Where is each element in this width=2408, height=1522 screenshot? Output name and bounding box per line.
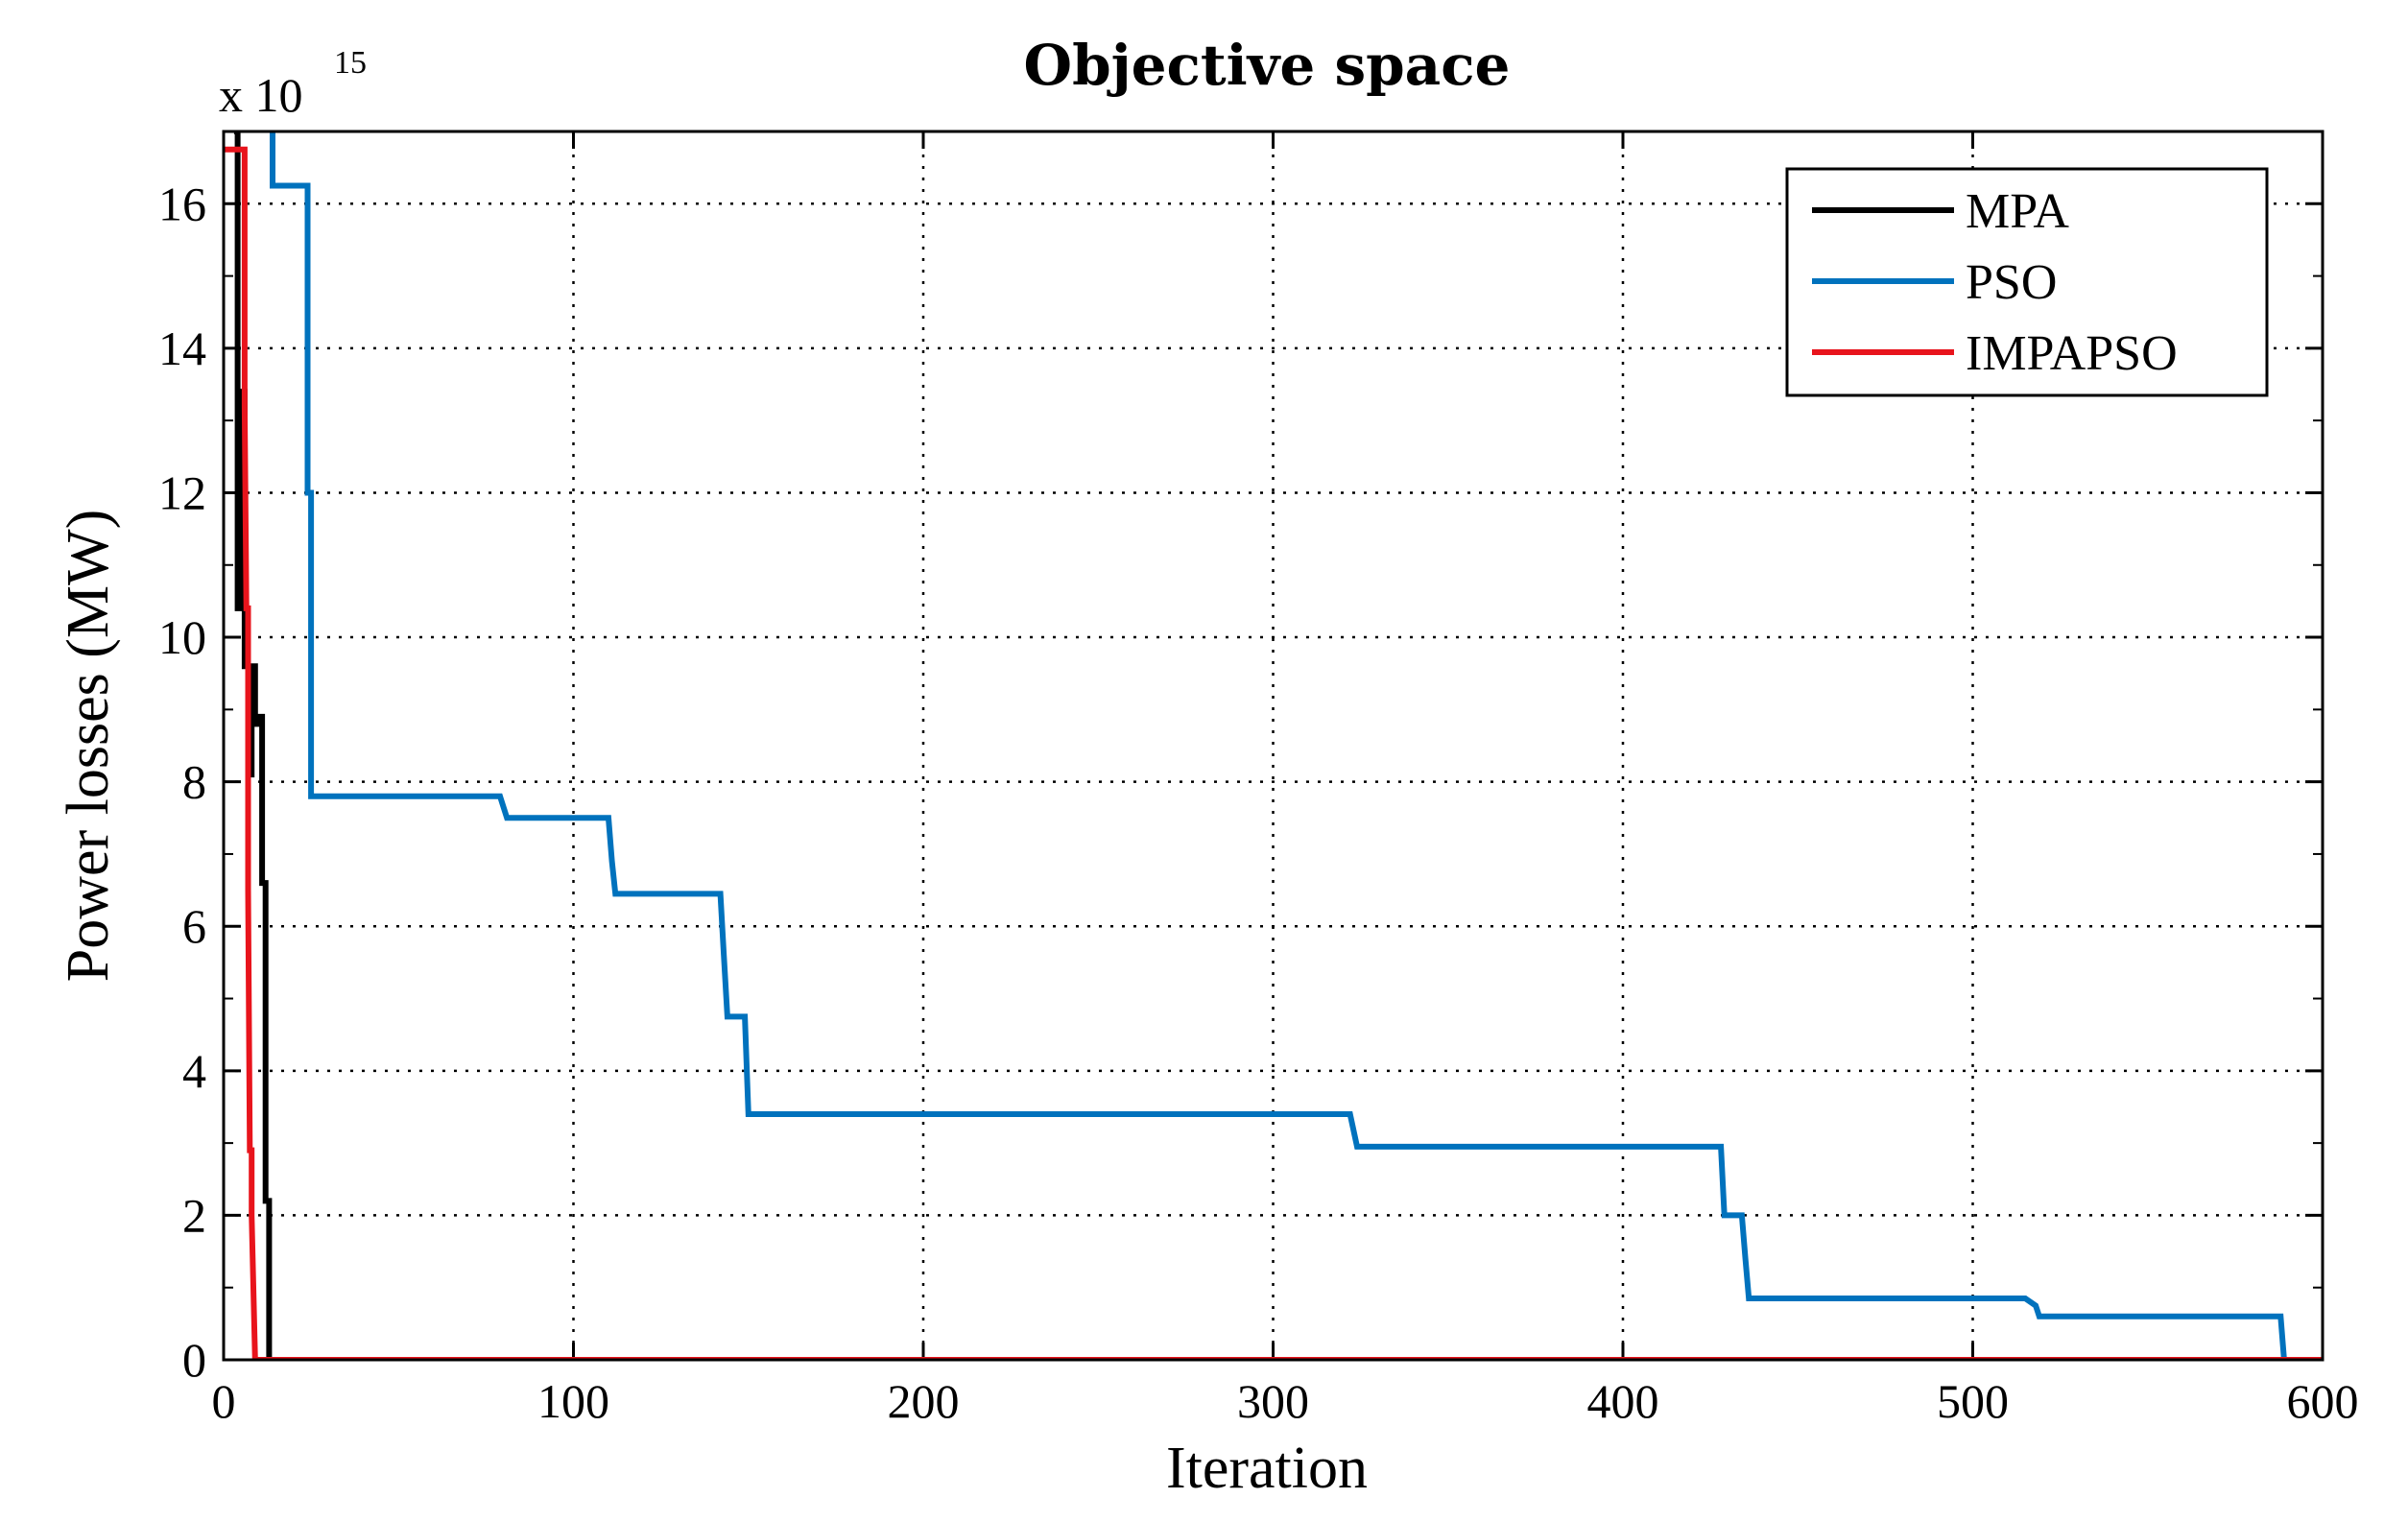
x-tick-label: 200 — [888, 1374, 960, 1428]
y-multiplier: x 10 15 — [219, 45, 367, 122]
y-tick-label: 2 — [182, 1188, 206, 1242]
y-tick-label: 0 — [182, 1333, 206, 1387]
series-line-mpa — [233, 131, 2323, 1360]
x-tick-label: 600 — [2287, 1374, 2359, 1428]
plot-frame — [222, 130, 2325, 1362]
y-tick-label: 14 — [158, 321, 206, 375]
y-tick-label: 4 — [182, 1044, 206, 1098]
legend-label-mpa: MPA — [1966, 184, 2069, 239]
y-tick-label: 12 — [158, 465, 206, 519]
x-tick-label: 500 — [1937, 1374, 2009, 1428]
x-tick-label: 100 — [537, 1374, 609, 1428]
chart-title: Objective space — [1024, 33, 1511, 98]
y-tick-label: 8 — [182, 755, 206, 809]
y-axis-label: Power losses (MW) — [56, 510, 121, 983]
y-tick-label: 6 — [182, 899, 206, 953]
y-multiplier-base: x 10 — [219, 68, 303, 122]
y-tick-label: 16 — [158, 177, 206, 230]
y-multiplier-exponent: 15 — [334, 45, 367, 81]
legend: MPA PSO IMPAPSO — [1785, 167, 2269, 397]
x-tick-label: 400 — [1587, 1374, 1659, 1428]
series-lines — [224, 131, 2323, 1360]
y-tick-labels: 0 2 4 6 8 10 12 14 16 — [158, 177, 206, 1387]
grid — [224, 131, 2323, 1360]
series-line-pso — [270, 131, 2323, 1360]
series-line-impapso — [224, 146, 2323, 1360]
x-tick-label: 0 — [212, 1374, 236, 1428]
y-tick-label: 10 — [158, 610, 206, 664]
legend-label-pso: PSO — [1966, 255, 2057, 310]
legend-label-impapso: IMPAPSO — [1966, 326, 2178, 381]
x-axis-label: Iteration — [1166, 1436, 1368, 1501]
x-tick-label: 300 — [1237, 1374, 1309, 1428]
x-tick-labels: 0 100 200 300 400 500 600 — [212, 1374, 2359, 1428]
